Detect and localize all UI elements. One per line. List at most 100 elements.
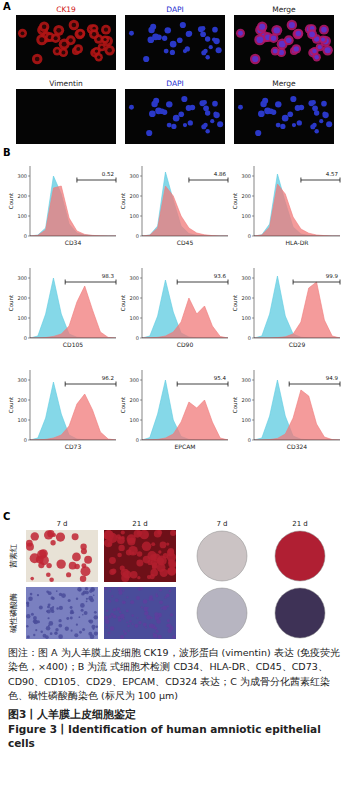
nucleus: [146, 130, 152, 136]
histogram-area: [142, 400, 228, 440]
cell: [53, 25, 64, 36]
histogram-area: [254, 184, 340, 236]
stain-spot: [149, 623, 153, 627]
gate-end: [340, 178, 341, 183]
gate-percentage: 0.52: [102, 171, 114, 177]
y-tick-label: 100: [17, 213, 27, 219]
cell-nucleus: [314, 55, 318, 59]
stain-spot: [150, 569, 158, 577]
gate-percentage: 93.6: [214, 273, 227, 279]
x-axis: [30, 440, 116, 441]
stain-spot: [157, 563, 166, 572]
row-label: 茜素红: [9, 544, 18, 568]
column-label: 21 d: [132, 520, 148, 528]
gate-end: [177, 280, 178, 285]
stain-spot: [119, 611, 121, 613]
cell: [287, 20, 297, 30]
y-tick-label: 0: [24, 437, 27, 443]
nucleus: [203, 49, 207, 53]
plot-area: [30, 278, 116, 338]
y-tick-label: 300: [17, 275, 27, 281]
stain-spot: [126, 610, 129, 613]
stain-spot: [172, 635, 175, 638]
nucleus: [322, 111, 326, 115]
cell: [254, 34, 265, 45]
gate-line: [293, 282, 340, 283]
cell-nucleus: [69, 38, 73, 42]
histogram-area: [142, 186, 228, 236]
y-tick-label: 300: [241, 275, 251, 281]
stain-spot: [54, 631, 58, 635]
cell: [76, 29, 86, 39]
fluorescence-image: [16, 15, 116, 70]
stain-spot: [71, 630, 73, 632]
stain-spot: [56, 532, 65, 541]
stain-spot: [94, 611, 97, 614]
x-axis-label: CD29: [289, 341, 306, 348]
cell: [101, 35, 109, 43]
nucleus: [319, 119, 323, 123]
stain-spot: [113, 608, 116, 611]
stain-spot: [56, 559, 65, 568]
plot-area: [254, 380, 340, 440]
stain-spot: [117, 536, 125, 544]
stain-spot: [46, 626, 51, 631]
cell: [98, 43, 106, 51]
stain-spot: [79, 589, 81, 591]
histogram-area: [254, 380, 340, 440]
stain-spot: [39, 555, 49, 565]
stain-spot: [74, 564, 79, 569]
stain-spot: [147, 575, 151, 579]
gate-end: [293, 280, 294, 285]
stain-spot: [124, 632, 127, 635]
cell-nucleus: [321, 27, 327, 33]
stain-spot: [30, 577, 34, 581]
image-background: [16, 15, 116, 70]
nucleus: [312, 123, 316, 127]
stain-spot: [48, 591, 52, 595]
nucleus: [276, 123, 281, 128]
cell-nucleus: [252, 56, 258, 62]
cell-nucleus: [35, 57, 40, 62]
stain-spot: [144, 611, 148, 615]
y-axis-label: Count: [120, 192, 126, 209]
stain-spot: [111, 595, 113, 597]
image-background: [26, 530, 98, 582]
x-axis: [142, 338, 228, 339]
cell: [316, 43, 324, 51]
stain-spot: [123, 618, 125, 620]
cell: [322, 45, 332, 55]
y-tick-label: 0: [248, 437, 251, 443]
cell-nucleus: [309, 31, 315, 37]
stain-spot: [26, 625, 29, 628]
stain-spot: [26, 540, 33, 547]
histogram-area: [142, 380, 228, 440]
nucleus: [238, 105, 243, 110]
stain-spot: [143, 599, 148, 604]
stain-spot: [131, 614, 133, 616]
cell-nucleus: [286, 37, 292, 43]
stain-spot: [104, 530, 113, 539]
stain-spot: [49, 621, 54, 626]
panel-label: C: [3, 511, 10, 522]
stain-spot: [109, 557, 116, 564]
cell: [39, 22, 49, 32]
stain-spot: [80, 566, 90, 576]
stain-spot: [153, 634, 157, 638]
stain-spot: [107, 542, 112, 547]
stain-spot: [149, 597, 153, 601]
stain-spot: [80, 576, 86, 582]
nucleus: [262, 98, 268, 104]
histogram-area: [254, 174, 340, 236]
stain-spot: [79, 616, 81, 618]
stain-spot: [72, 553, 81, 562]
nucleus: [297, 120, 302, 125]
stain-spot: [50, 632, 53, 635]
stain-spot: [37, 594, 39, 596]
stain-spot: [84, 556, 92, 564]
stain-spot: [104, 587, 107, 590]
stain-spot: [118, 591, 122, 595]
y-tick-label: 200: [129, 193, 139, 199]
cell-nucleus: [294, 46, 299, 51]
stain-spot: [135, 624, 139, 628]
